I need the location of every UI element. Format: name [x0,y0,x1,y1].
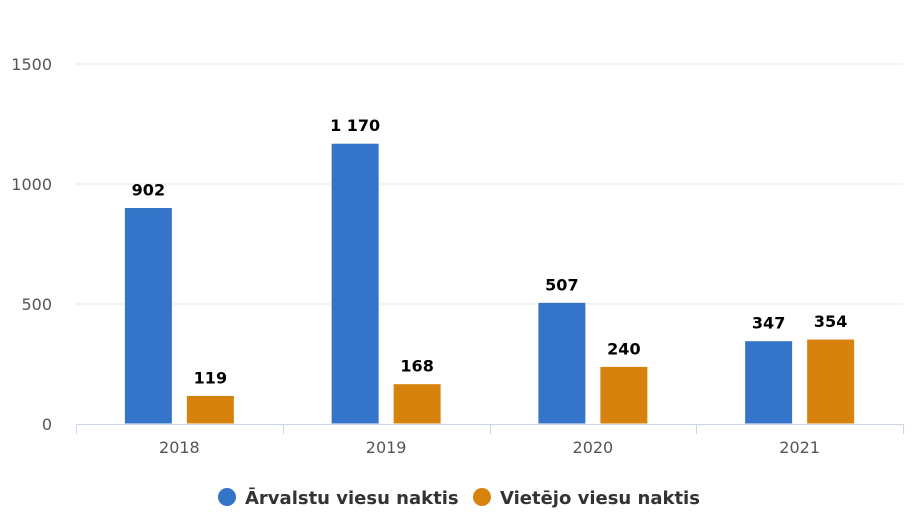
data-label: 902 [132,181,165,200]
data-labels: 902 119 1 170 168 507 240 347 354 [132,116,848,387]
data-label: 1 170 [330,116,380,135]
bar-2018-series-1[interactable] [123,207,173,425]
y-tick-label: 500 [21,295,52,314]
y-tick-label: 0 [42,415,52,434]
data-label: 507 [545,275,578,294]
x-tick-label: 2018 [159,438,200,457]
legend-label: Vietējo viesu naktis [500,488,700,509]
bar-2018-series-2[interactable] [185,394,235,425]
bar-2020-series-1[interactable] [537,301,587,425]
data-label: 168 [400,357,433,376]
data-label: 240 [607,339,640,358]
x-axis: 2018 2019 2020 2021 [76,424,904,457]
legend-item-1[interactable]: Ārvalstu viesu naktis [218,488,459,509]
legend[interactable]: Ārvalstu viesu naktis Vietējo viesu nakti… [218,488,700,509]
y-tick-label: 1000 [11,175,52,194]
bar-2021-series-2[interactable] [806,338,856,425]
data-label: 354 [814,312,847,331]
legend-marker [473,488,491,506]
x-tick-label: 2019 [366,438,407,457]
bar-2020-series-2[interactable] [599,365,649,425]
data-label: 347 [752,314,785,333]
legend-item-2[interactable]: Vietējo viesu naktis [473,488,700,509]
data-label: 119 [194,368,227,387]
y-axis: 0 500 1000 1500 [11,55,52,434]
legend-marker [218,488,236,506]
bar-2019-series-1[interactable] [330,142,380,425]
y-tick-label: 1500 [11,55,52,74]
legend-label: Ārvalstu viesu naktis [245,488,459,509]
gridlines [76,63,903,305]
bar-2021-series-1[interactable] [744,340,794,425]
x-tick-label: 2020 [573,438,614,457]
bars [123,142,856,425]
bar-2019-series-2[interactable] [392,383,442,425]
x-tick-label: 2021 [779,438,820,457]
